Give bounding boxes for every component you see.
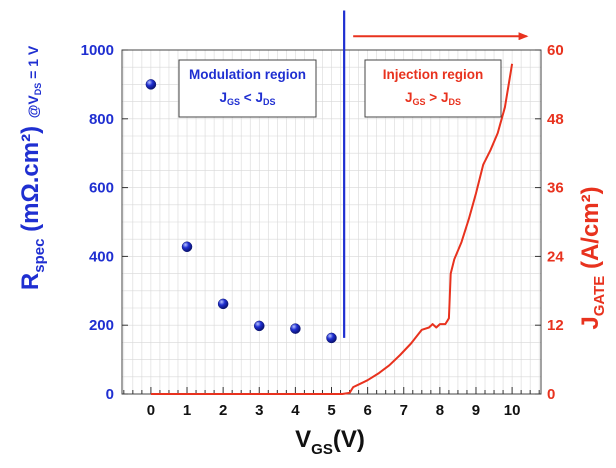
rspec-data-point — [181, 241, 193, 253]
y-left-tick-label: 800 — [89, 111, 114, 128]
y-right-tick-label: 0 — [547, 386, 555, 403]
x-tick-label: 1 — [183, 402, 191, 419]
rspec-data-point — [326, 332, 337, 344]
injection-region-condition: JGS > JDS — [405, 90, 461, 107]
injection-region-box: Injection region JGS > JDS — [364, 59, 502, 118]
x-tick-label: 0 — [147, 402, 155, 419]
y-left-tick-label: 600 — [89, 180, 114, 197]
x-tick-label: 2 — [219, 402, 227, 419]
y-left-tick-label: 400 — [89, 248, 114, 265]
region-dividers — [343, 10, 529, 338]
y-left-tick-label: 0 — [106, 386, 114, 403]
rspec-data-point — [290, 323, 301, 334]
y-right-tick-label: 60 — [547, 42, 564, 59]
y-right-tick-label: 24 — [547, 248, 564, 265]
y-right-axis-title: JGATE (A/cm²) — [577, 186, 608, 329]
x-tick-label: 6 — [363, 402, 371, 419]
rspec-data-point — [217, 298, 229, 310]
modulation-region-title: Modulation region — [189, 67, 306, 82]
rspec-data-point — [254, 320, 265, 332]
x-tick-label: 7 — [400, 402, 408, 419]
y-right-tick-label: 48 — [547, 111, 564, 128]
jgate-curve — [150, 63, 514, 395]
y-left-tick-label: 200 — [89, 317, 114, 334]
y-right-tick-label: 12 — [547, 317, 564, 334]
x-tick-label: 10 — [504, 402, 521, 419]
x-axis-title: VGS(V) — [295, 426, 365, 458]
rspec-data-point — [145, 79, 157, 90]
modulation-region-box: Modulation region JGS < JDS — [178, 59, 317, 118]
modulation-region-condition: JGS < JDS — [220, 90, 276, 107]
data-series — [145, 63, 514, 395]
y-right-tick-label: 36 — [547, 180, 564, 197]
y-left-axis-condition: @VDS = 1 V — [25, 45, 43, 118]
x-tick-label: 3 — [255, 402, 263, 419]
y-left-axis-title: Rspec (mΩ.cm²) — [17, 126, 48, 290]
injection-region-title: Injection region — [383, 67, 484, 82]
x-tick-label: 5 — [327, 402, 335, 419]
x-tick-label: 4 — [291, 402, 300, 419]
x-tick-label: 8 — [436, 402, 444, 419]
y-left-tick-label: 1000 — [81, 42, 114, 59]
x-tick-label: 9 — [472, 402, 480, 419]
